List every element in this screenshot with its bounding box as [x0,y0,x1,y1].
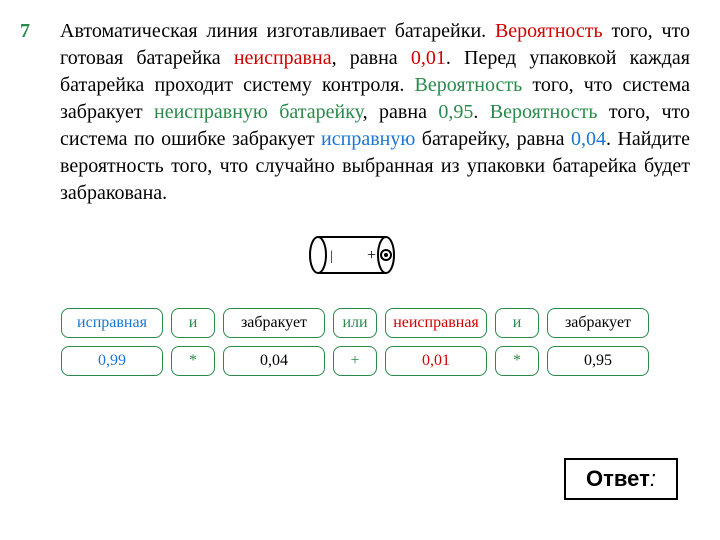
t-13: . [473,101,489,123]
formula-row-values: 0,99 * 0,04 + 0,01 * 0,95 [61,346,649,376]
t-10: неисправную батарейку [154,101,363,123]
svg-text:+: + [367,247,376,264]
answer-colon: : [650,466,656,491]
op-plus: + [333,346,377,376]
answer-label: Ответ [586,466,650,491]
cell-good: исправная [61,308,163,338]
op-mult-1: * [171,346,215,376]
cell-reject-1: забракует [223,308,325,338]
battery-illustration: | + [20,229,690,286]
formula-row-labels: исправная и забракует или неисправная и … [61,308,649,338]
t-12: 0,95 [438,101,473,123]
t-17: батарейку, равна [415,128,571,150]
cell-reject-2: забракует [547,308,649,338]
val-reject-bad: 0,95 [547,346,649,376]
t-16: исправную [321,128,415,150]
t-4: неисправна [234,47,332,69]
t-6: 0,01 [411,47,446,69]
t-2: Вероятность [495,20,603,42]
answer-box: Ответ: [564,458,678,500]
formula-block: исправная и забракует или неисправная и … [20,308,690,376]
battery-icon: | + [300,229,410,281]
val-reject-good: 0,04 [223,346,325,376]
t-18: 0,04 [571,128,606,150]
question-text: Автоматическая линия изготавливает батар… [60,18,690,207]
cell-bad: неисправная [385,308,487,338]
t-5: , равна [332,47,411,69]
op-and-1: и [171,308,215,338]
t-1: Автоматическая линия изготавливает батар… [60,20,495,42]
val-bad: 0,01 [385,346,487,376]
op-mult-2: * [495,346,539,376]
question-number: 7 [20,18,60,43]
t-14: Вероятность [490,101,598,123]
op-or: или [333,308,377,338]
t-8: Вероятность [415,74,523,96]
op-and-2: и [495,308,539,338]
svg-text:|: | [330,249,333,264]
t-11: , равна [363,101,439,123]
val-good: 0,99 [61,346,163,376]
